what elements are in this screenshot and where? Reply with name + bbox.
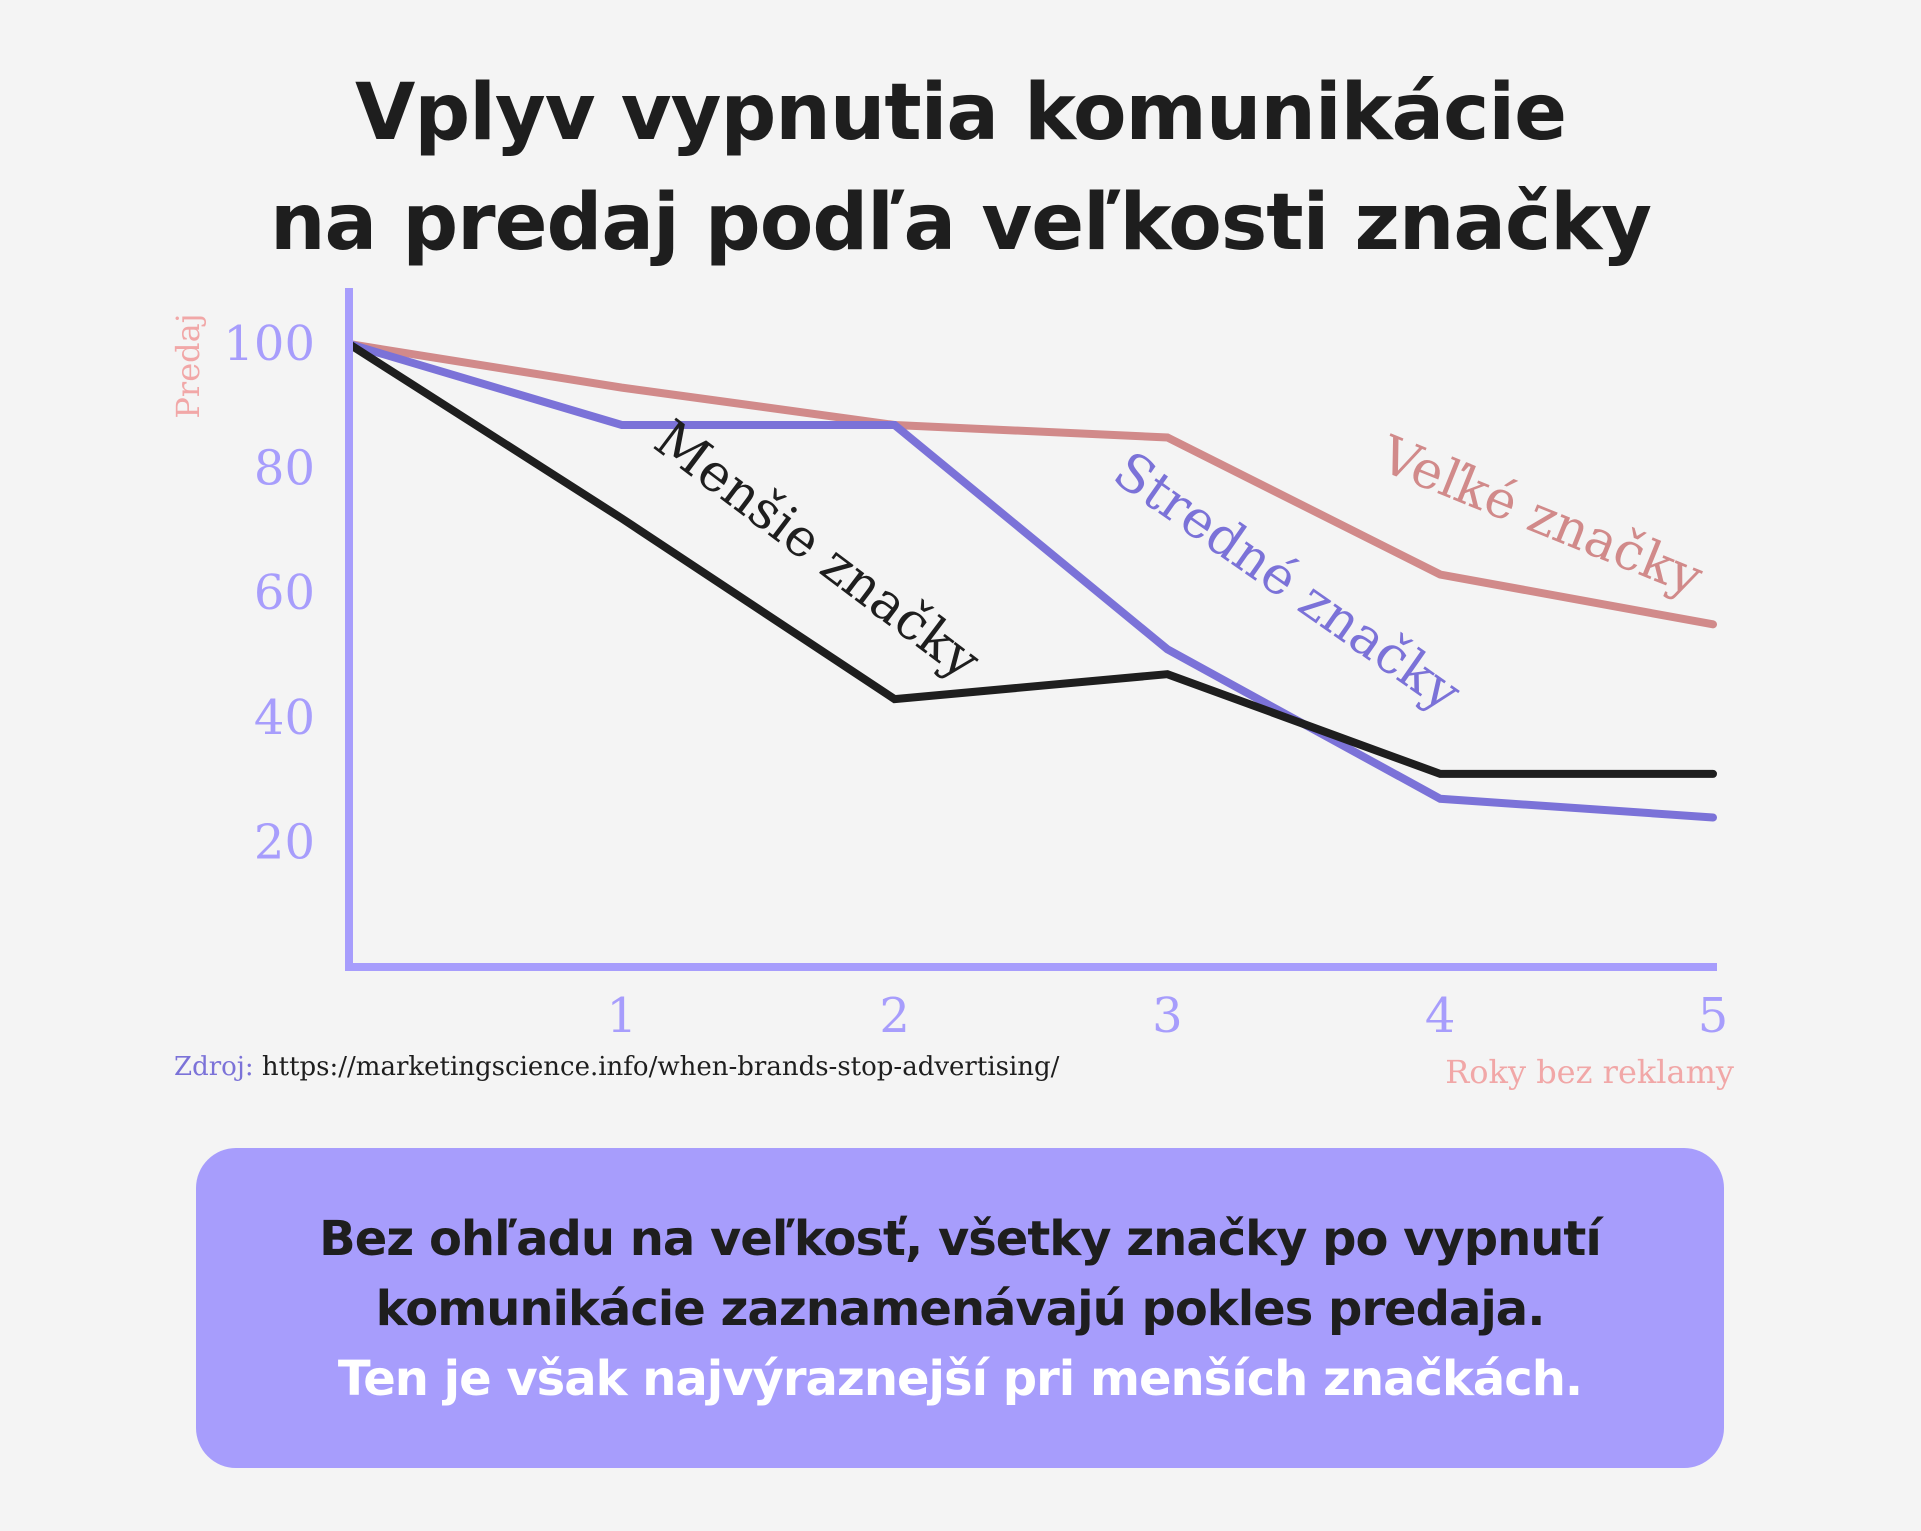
x-tick-label-5: 5 [1698, 988, 1729, 1044]
x-axis-title: Roky bez reklamy [1445, 1053, 1734, 1091]
y-tick-label-60: 60 [254, 565, 315, 621]
y-tick-label-20: 20 [254, 814, 315, 870]
y-tick-label-80: 80 [254, 441, 315, 497]
series-line-1 [345, 340, 1717, 629]
x-tick-label-1: 1 [607, 988, 638, 1044]
series-label-1: Veľké značky [1371, 425, 1711, 609]
source-url[interactable]: https://marketingscience.info/when-brand… [261, 1052, 1060, 1082]
chart-title-line-2: na predaj podľa veľkosti značky [270, 178, 1652, 268]
callout-line-2: komunikácie zaznamenávajú pokles predaja… [375, 1281, 1546, 1337]
series-line-2 [345, 340, 1717, 822]
y-tick-label-40: 40 [254, 690, 315, 746]
x-tick-label-3: 3 [1152, 988, 1183, 1044]
chart-title: Vplyv vypnutia komunikácie na predaj pod… [0, 58, 1921, 278]
callout-line-3: Ten je však najvýraznejší pri menších zn… [337, 1351, 1583, 1407]
axes-layer [345, 288, 1717, 971]
series-layer [345, 340, 1717, 822]
source-note: Zdroj: https://marketingscience.info/whe… [174, 1052, 1059, 1082]
x-tick-label-4: 4 [1425, 988, 1456, 1044]
y-axis-title: Predaj [169, 313, 207, 418]
series-line-3 [345, 340, 1717, 778]
chart-title-line-1: Vplyv vypnutia komunikácie [355, 68, 1567, 158]
tick-layer: 20 40 60 80 100 1 2 3 4 5 Predaj Roky bez reklamy [169, 313, 1734, 1091]
summary-callout: Bez ohľadu na veľkosť, všetky značky po … [196, 1148, 1724, 1468]
callout-line-1: Bez ohľadu na veľkosť, všetky značky po … [319, 1211, 1602, 1267]
source-label: Zdroj: [174, 1052, 254, 1082]
y-tick-label-100: 100 [223, 316, 315, 372]
x-tick-label-2: 2 [879, 988, 910, 1044]
